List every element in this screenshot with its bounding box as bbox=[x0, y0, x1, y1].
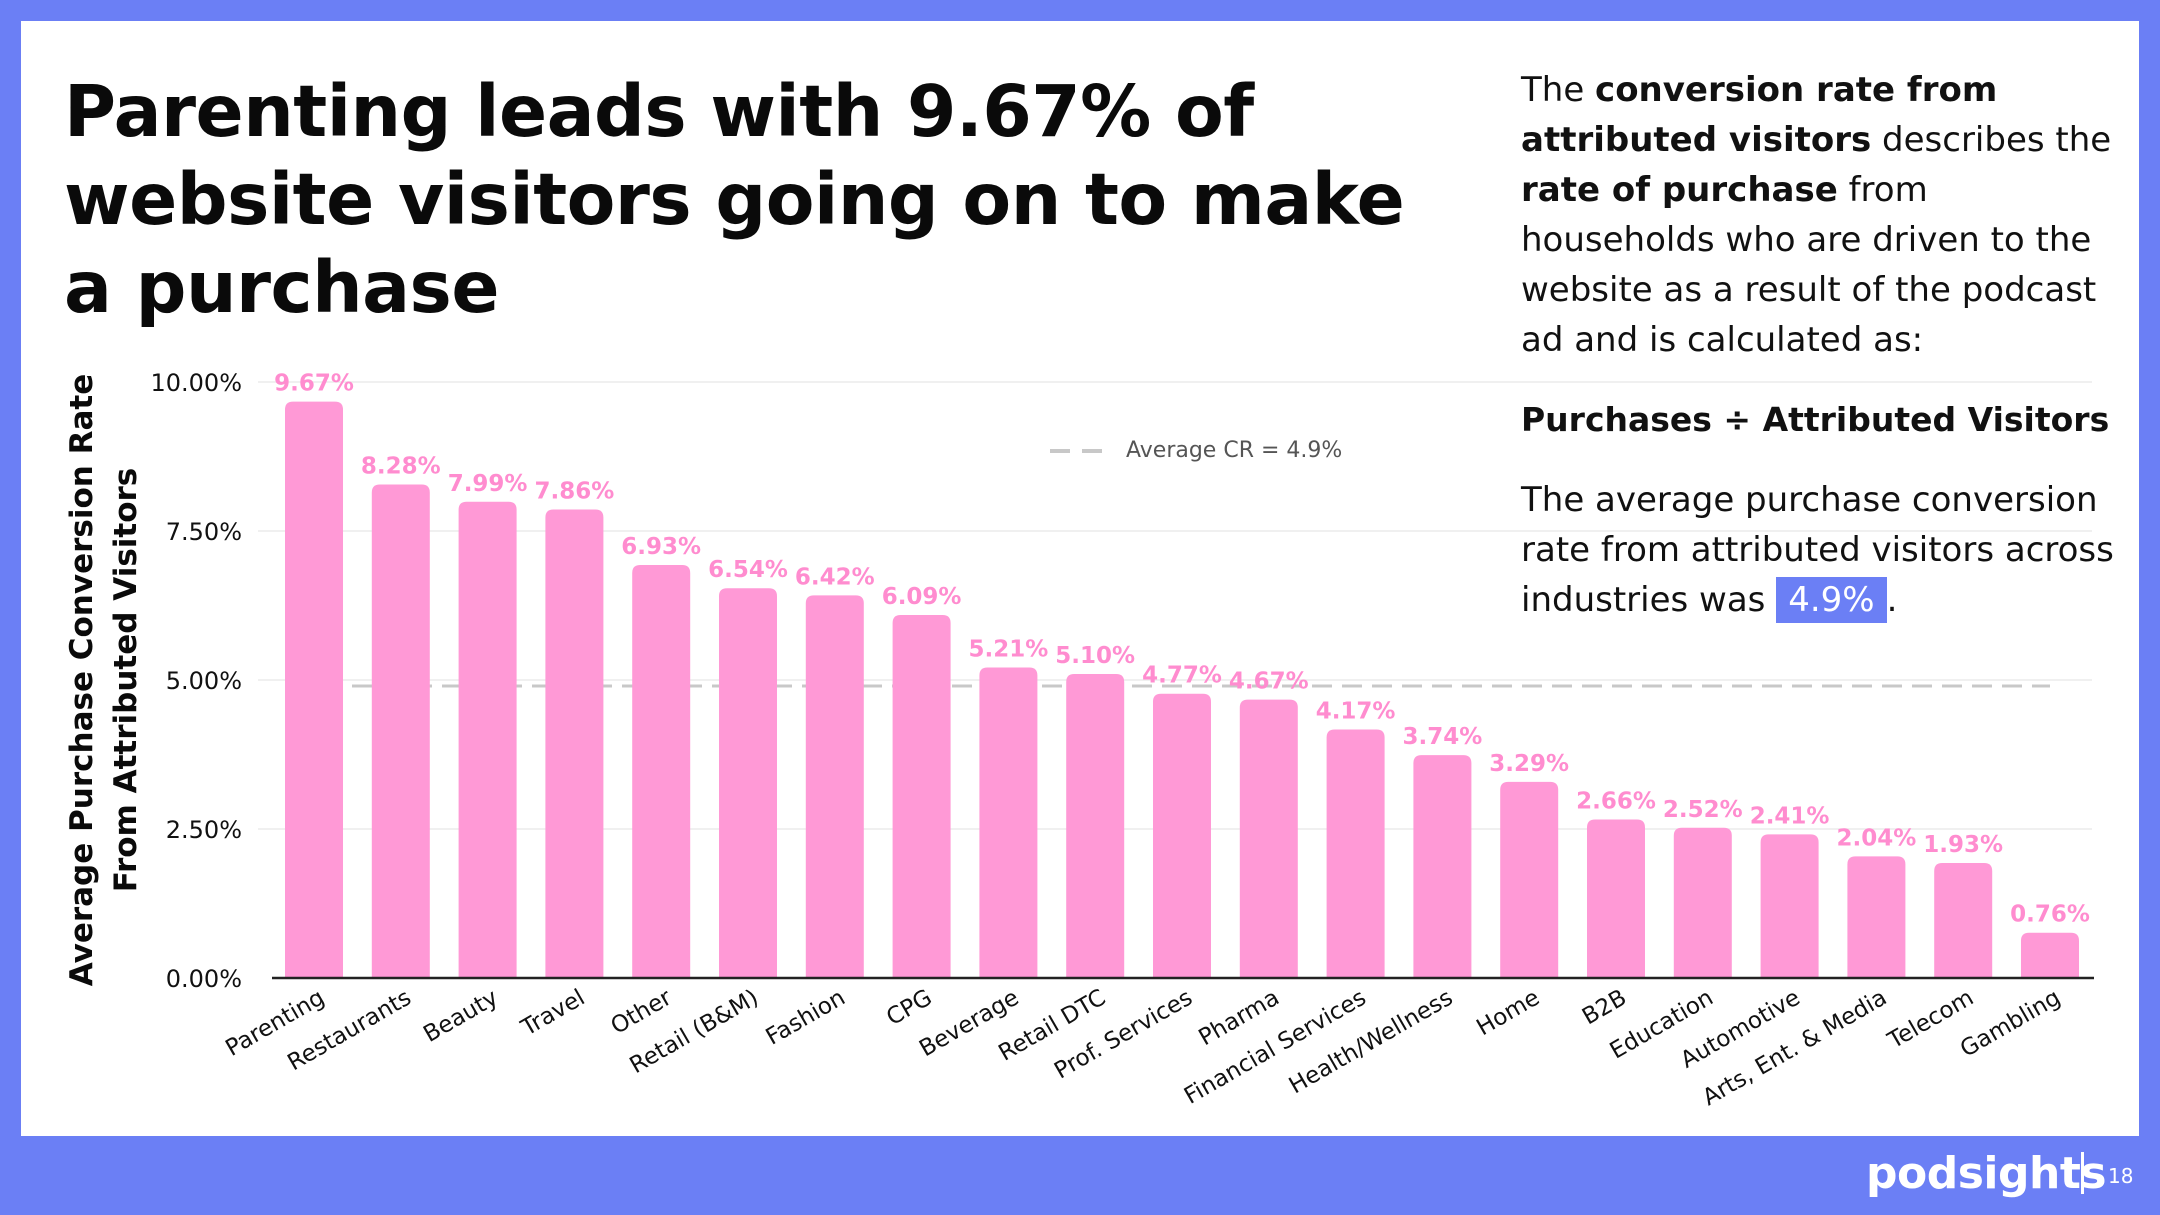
bar bbox=[1500, 781, 1559, 978]
bar bbox=[719, 588, 777, 978]
y-tick-label: 7.50% bbox=[166, 518, 242, 546]
y-tick-label: 2.50% bbox=[166, 816, 242, 844]
data-labels: 9.67% 8.28% 7.99% 7.86% 6.93% 6.54% 6.42% 6.09%… bbox=[274, 371, 2090, 928]
x-tick-label: Travel bbox=[516, 985, 589, 1042]
definition-text-a: The bbox=[1521, 70, 1596, 110]
x-tick-label: B2B bbox=[1578, 985, 1631, 1031]
footer-divider bbox=[2081, 1152, 2084, 1194]
average-period: . bbox=[1886, 580, 1898, 620]
bar bbox=[285, 401, 343, 979]
x-tick-label: Fashion bbox=[762, 985, 850, 1051]
data-label: 2.04% bbox=[1837, 825, 1917, 851]
average-highlight: 4.9% bbox=[1776, 577, 1887, 623]
formula: Purchases ÷ Attributed Visitors bbox=[1521, 400, 2110, 439]
x-tick-label: Other bbox=[607, 984, 677, 1039]
data-label: 5.21% bbox=[969, 636, 1049, 662]
data-label: 6.42% bbox=[795, 564, 875, 590]
data-label: 9.67% bbox=[274, 371, 354, 397]
page-number: 18 bbox=[2108, 1164, 2134, 1188]
definition-text-c: describes the bbox=[1871, 120, 2112, 160]
bar bbox=[1934, 862, 1993, 978]
data-label: 4.17% bbox=[1316, 698, 1396, 724]
data-label: 2.52% bbox=[1663, 797, 1743, 823]
bar bbox=[371, 484, 430, 978]
brand-logo: podsights bbox=[1866, 1148, 2107, 1199]
bar bbox=[805, 595, 864, 978]
bar bbox=[632, 564, 691, 978]
bar bbox=[1326, 729, 1385, 978]
bar bbox=[1413, 755, 1472, 978]
definition-text-e: from households who are driven to the we… bbox=[1521, 170, 2097, 360]
y-axis-label-line-1: Average Purchase Conversion Rate bbox=[64, 374, 100, 987]
bar bbox=[1239, 699, 1298, 978]
bar bbox=[458, 501, 517, 978]
y-axis-ticks: 0.00% 2.50% 5.00% 7.50% 10.00% bbox=[150, 369, 242, 993]
bar bbox=[1673, 827, 1732, 978]
y-tick-label: 10.00% bbox=[150, 369, 242, 397]
average-text: The average purchase conversion rate fro… bbox=[1521, 480, 2114, 620]
data-label: 6.93% bbox=[621, 534, 701, 560]
definition-rate-term: rate of purchase bbox=[1521, 170, 1838, 210]
x-tick-label: Gambling bbox=[1956, 985, 2065, 1063]
data-label: 7.99% bbox=[448, 471, 528, 497]
data-label: 4.67% bbox=[1229, 669, 1309, 695]
x-tick-label: Beauty bbox=[419, 985, 502, 1048]
slide-title: Parenting leads with 9.67% of website vi… bbox=[64, 70, 1405, 329]
y-tick-label: 0.00% bbox=[166, 965, 242, 993]
bar bbox=[1587, 819, 1645, 978]
bar bbox=[892, 615, 951, 978]
bar bbox=[545, 509, 604, 978]
x-tick-label: CPG bbox=[882, 985, 936, 1031]
y-axis-label-line-2: From Attributed Visitors bbox=[108, 468, 144, 893]
bar bbox=[1760, 834, 1819, 978]
data-label: 8.28% bbox=[361, 454, 441, 480]
definition-panel: The conversion rate from attributed visi… bbox=[1521, 65, 2121, 625]
data-label: 3.29% bbox=[1489, 751, 1569, 777]
data-label: 7.86% bbox=[535, 479, 615, 505]
definition-paragraph: The conversion rate from attributed visi… bbox=[1521, 65, 2121, 365]
legend-label: Average CR = 4.9% bbox=[1126, 438, 1342, 463]
data-label: 6.54% bbox=[708, 557, 788, 583]
data-label: 4.77% bbox=[1142, 663, 1222, 689]
bar bbox=[2021, 932, 2079, 978]
data-label: 3.74% bbox=[1403, 724, 1483, 750]
definition-term: conversion rate from attributed visitors bbox=[1521, 70, 1998, 160]
data-label: 6.09% bbox=[882, 584, 962, 610]
data-label: 2.66% bbox=[1576, 788, 1656, 814]
data-label: 0.76% bbox=[2010, 902, 2090, 928]
x-tick-label: Health/Wellness bbox=[1285, 985, 1458, 1100]
data-label: 5.10% bbox=[1055, 643, 1135, 669]
legend: Average CR = 4.9% bbox=[1050, 438, 1342, 463]
average-paragraph: The average purchase conversion rate fro… bbox=[1521, 475, 2121, 625]
bars bbox=[285, 401, 2079, 979]
data-label: 2.41% bbox=[1750, 803, 1830, 829]
bar bbox=[1153, 693, 1211, 978]
x-tick-label: Home bbox=[1472, 985, 1544, 1041]
bar bbox=[979, 667, 1038, 978]
bar bbox=[1066, 674, 1125, 978]
data-label: 1.93% bbox=[1923, 832, 2003, 858]
bar bbox=[1847, 856, 1906, 978]
y-tick-label: 5.00% bbox=[166, 667, 242, 695]
